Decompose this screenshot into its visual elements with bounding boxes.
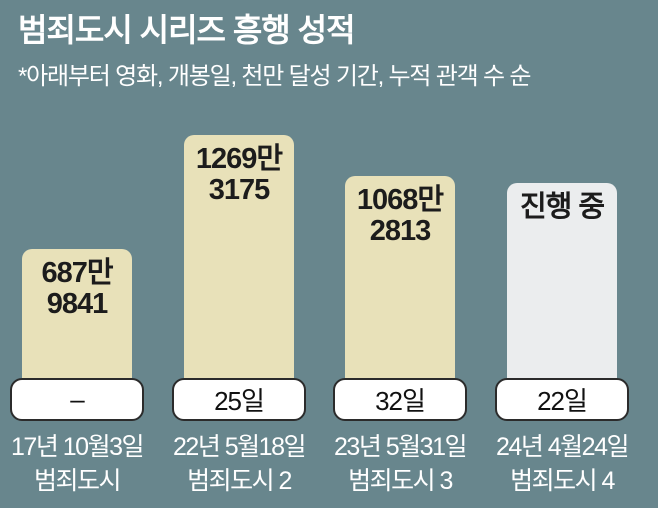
audience-count-1-line2: 9841 xyxy=(46,288,109,320)
days-to-10m-box-1: – xyxy=(10,378,144,421)
audience-count-1-line1: 687만 xyxy=(41,257,113,289)
release-date-4: 24년 4월24일 xyxy=(496,433,629,461)
axis-labels-3: 23년 5월31일 범죄도시 3 xyxy=(311,432,489,497)
movie-name-2: 범죄도시 2 xyxy=(187,467,292,495)
chart-header: 범죄도시 시리즈 흥행 성적 *아래부터 영화, 개봉일, 천만 달성 기간, … xyxy=(18,12,648,91)
column-movie-1: 687만 9841 – 17년 10월3일 범죄도시 xyxy=(0,110,158,508)
axis-labels-1: 17년 10월3일 범죄도시 xyxy=(0,432,166,497)
bar-movie-3: 1068만 2813 xyxy=(345,176,455,400)
axis-labels-4: 24년 4월24일 범죄도시 4 xyxy=(473,432,651,497)
bar-movie-1: 687만 9841 xyxy=(22,249,132,400)
column-movie-3: 1068만 2813 32일 23년 5월31일 범죄도시 3 xyxy=(319,110,481,508)
movie-name-4: 범죄도시 4 xyxy=(510,467,615,495)
audience-count-2-line2: 3175 xyxy=(208,174,271,206)
audience-count-1: 687만 9841 xyxy=(41,257,113,320)
column-movie-4: 진행 중 22일 24년 4월24일 범죄도시 4 xyxy=(481,110,643,508)
bar-movie-4: 진행 중 xyxy=(507,183,617,400)
axis-labels-2: 22년 5월18일 범죄도시 2 xyxy=(150,432,328,497)
page-title: 범죄도시 시리즈 흥행 성적 xyxy=(18,12,356,48)
days-to-10m-box-2: 25일 xyxy=(172,378,306,421)
days-to-10m-value-2: 25일 xyxy=(214,386,265,416)
audience-count-4: 진행 중 xyxy=(519,191,605,223)
days-to-10m-box-4: 22일 xyxy=(495,378,629,421)
days-to-10m-value-1: – xyxy=(70,384,85,414)
page-subtitle: *아래부터 영화, 개봉일, 천만 달성 기간, 누적 관객 수 순 xyxy=(18,62,531,90)
movie-name-3: 범죄도시 3 xyxy=(348,467,453,495)
days-to-10m-value-3: 32일 xyxy=(375,386,426,416)
audience-count-3: 1068만 2813 xyxy=(356,184,444,247)
release-date-3: 23년 5월31일 xyxy=(334,433,467,461)
audience-count-3-line1: 1068만 xyxy=(356,184,444,216)
movie-name-1: 범죄도시 xyxy=(33,467,122,495)
audience-count-2-line1: 1269만 xyxy=(195,143,283,175)
bar-chart: 687만 9841 – 17년 10월3일 범죄도시 1269만 3175 25… xyxy=(0,110,658,508)
days-to-10m-box-3: 32일 xyxy=(333,378,467,421)
audience-count-3-line2: 2813 xyxy=(369,215,432,247)
release-date-1: 17년 10월3일 xyxy=(11,433,144,461)
audience-count-2: 1269만 3175 xyxy=(195,143,283,206)
audience-count-4-line1: 진행 중 xyxy=(519,191,605,223)
days-to-10m-value-4: 22일 xyxy=(537,386,588,416)
release-date-2: 22년 5월18일 xyxy=(173,433,306,461)
column-movie-2: 1269만 3175 25일 22년 5월18일 범죄도시 2 xyxy=(158,110,320,508)
bar-movie-2: 1269만 3175 xyxy=(184,135,294,400)
